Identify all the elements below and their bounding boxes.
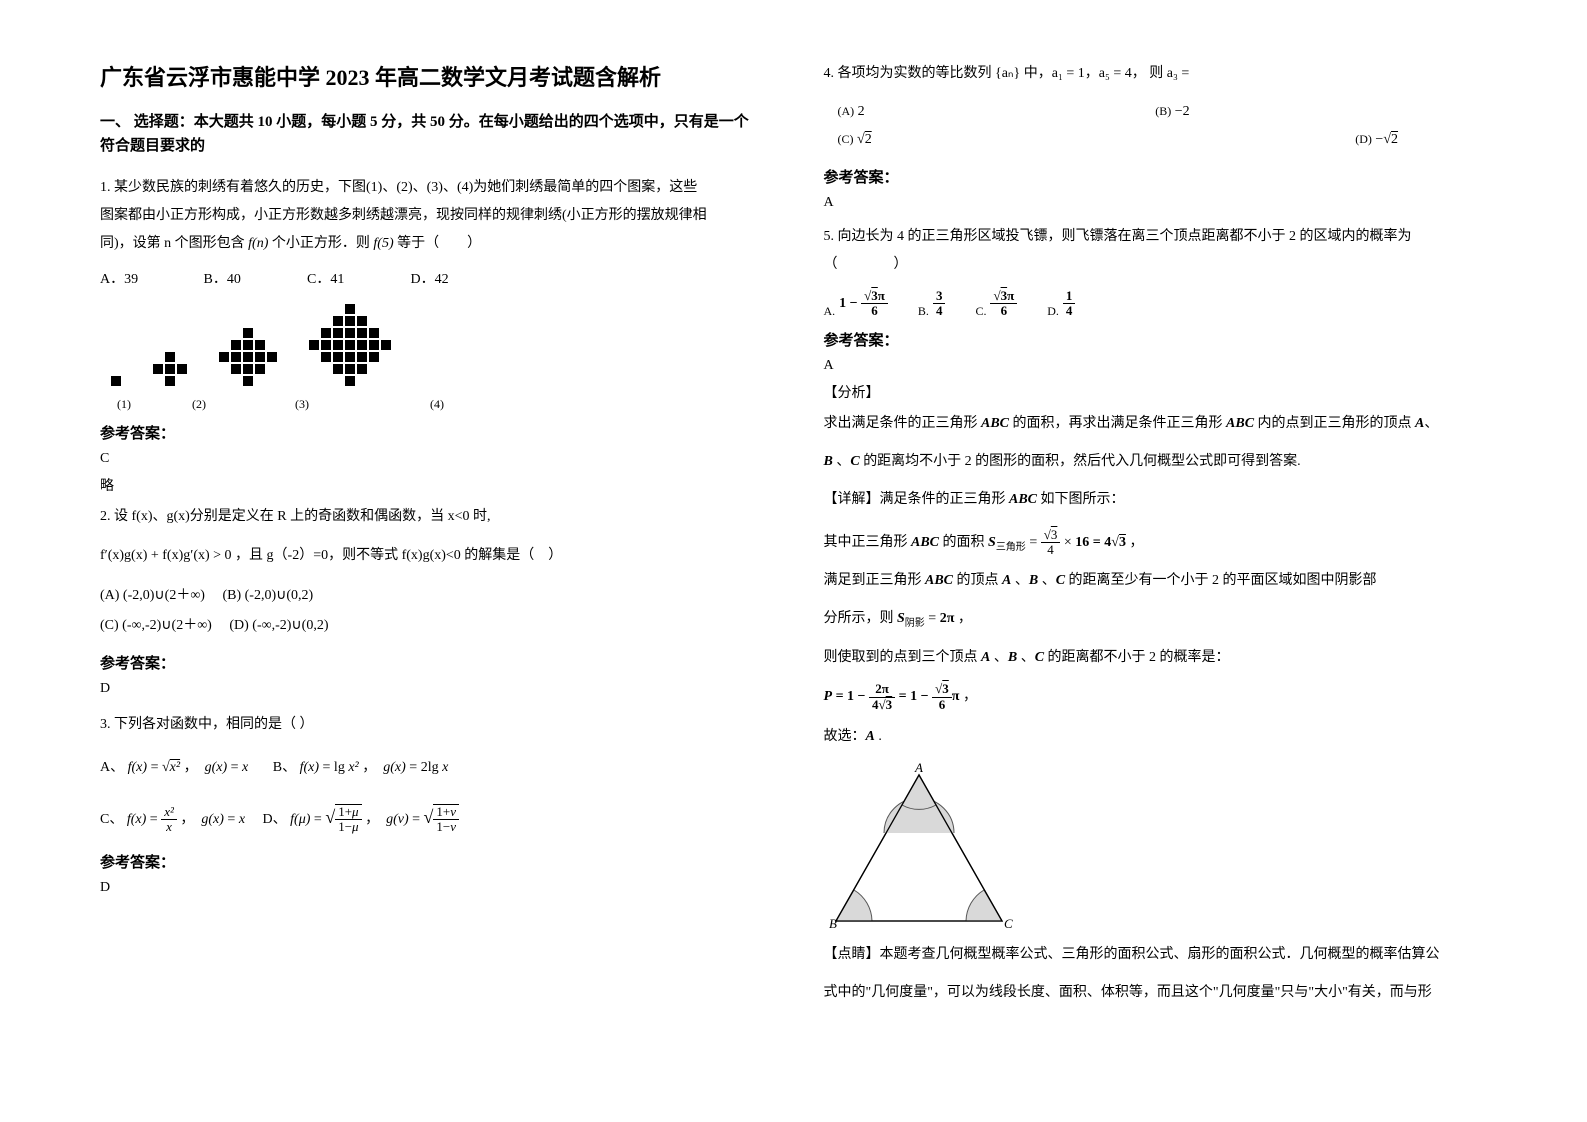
q5-sector: 分所示，则 S阴影 = 2π ， [824,605,1488,634]
q4-opt-c: (C) √2 [824,126,1156,154]
q2-opt-a: (A) (-2,0)∪(2＋∞) [100,588,205,603]
pattern-label-3: (3) [267,397,337,412]
q5-answer: A [824,358,1488,374]
q2-opt-b: (B) (-2,0)∪(0,2) [222,588,313,603]
svg-text:A: A [914,763,923,775]
q1-answer: C [100,451,764,467]
question-4: 4. 各项均为实数的等比数列 {aₙ} 中，a₁ = 1，a₅ = 4， 则 a… [824,60,1488,88]
q5-detail-header: 【详解】满足条件的正三角形 ABC 如下图所示： [824,486,1488,514]
pattern-label-1: (1) [110,397,138,412]
q5-options: A. 1 − √3π6 B. 34 C. √3π6 D. 14 [824,289,1488,319]
q2-opt-c: (C) (-∞,-2)∪(2＋∞) [100,618,212,633]
question-3: 3. 下列各对函数中，相同的是（ ） [100,711,764,739]
q5-area: 其中正三角形 ABC 的面积 S三角形 = √34 × 16 = 4√3 ， [824,528,1488,558]
pattern-3 [218,327,278,391]
q1-opt-a: A．39 [100,268,200,288]
q5-opt-d: D. 14 [1047,289,1075,319]
q1-opt-d: D．42 [411,268,449,288]
question-2: 2. 设 f(x)、g(x)分别是定义在 R 上的奇函数和偶函数，当 x<0 时… [100,503,764,531]
q2-options-row1: (A) (-2,0)∪(2＋∞) (B) (-2,0)∪(0,2) [100,584,764,604]
q5-analysis-l2: B 、C 的距离均不小于 2 的图形的面积，然后代入几何概型公式即可得到答案. [824,448,1488,476]
pattern-label-4: (4) [392,397,482,412]
q2-opt-d: (D) (-∞,-2)∪(0,2) [229,618,328,633]
q2-answer: D [100,681,764,697]
q1-line3: 同)，设第 n 个图形包含 f(n) 个小正方形．则 f(5) 等于（ ） [100,230,764,258]
q4-opt-b: (B) −2 [1155,98,1487,126]
q5-analysis-header: 【分析】 [824,382,1488,402]
q5-opt-c: C. √3π6 [975,289,1017,319]
question-1: 1. 某少数民族的刺绣有着悠久的历史，下图(1)、(2)、(3)、(4)为她们刺… [100,174,764,258]
q5-dianjing-l2: 式中的"几何度量"，可以为线段长度、面积、体积等，而且这个"几何度量"只与"大小… [824,979,1488,1007]
q4-answer: A [824,195,1488,211]
q4-options: (A) 2 (B) −2 (C) √2 (D) −√2 [824,98,1488,154]
pattern-2 [152,351,188,391]
q1-line2: 图案都由小正方形构成，小正方形数越多刺绣越漂亮，现按同样的规律刺绣(小正方形的摆… [100,202,764,230]
pattern-1 [110,373,122,391]
q5-prob-text: 则使取到的点到三个顶点 A 、B 、C 的距离都不小于 2 的概率是： [824,644,1488,672]
q1-note: 略 [100,475,764,495]
q4-opt-a: (A) 2 [824,98,1156,126]
question-5: 5. 向边长为 4 的正三角形区域投飞镖，则飞镖落在离三个顶点距离都不小于 2 … [824,223,1488,279]
q3-answer-label: 参考答案： [100,851,764,872]
q3-answer: D [100,880,764,896]
pattern-label-2: (2) [176,397,222,412]
q2-options-row2: (C) (-∞,-2)∪(2＋∞) (D) (-∞,-2)∪(0,2) [100,614,764,634]
triangle-diagram: A B C [824,763,1488,933]
svg-text:C: C [1004,916,1013,931]
q2-answer-label: 参考答案： [100,652,764,673]
pattern-labels: (1) (2) (3) (4) [110,397,764,412]
q5-dianjing-l1: 【点睛】本题考查几何概型概率公式、三角形的面积公式、扇形的面积公式．几何概型的概… [824,941,1488,969]
q1-options: A．39 B．40 C．41 D．42 [100,268,764,288]
pattern-4 [308,303,392,391]
q1-answer-label: 参考答案： [100,422,764,443]
svg-text:B: B [829,916,837,931]
page-title: 广东省云浮市惠能中学 2023 年高二数学文月考试题含解析 [100,60,764,92]
q5-conclude: 故选：A . [824,723,1488,751]
q5-opt-b: B. 34 [918,289,946,319]
q2-formula: f′(x)g(x) + f(x)g′(x) > 0 ，且 g（-2）=0，则不等… [100,541,764,572]
q1-opt-b: B．40 [204,268,304,288]
q5-analysis-l1: 求出满足条件的正三角形 ABC 的面积，再求出满足条件正三角形 ABC 内的点到… [824,410,1488,438]
embroidery-patterns [110,303,764,391]
q4-answer-label: 参考答案： [824,166,1488,187]
section-header: 一、 选择题：本大题共 10 小题，每小题 5 分，共 50 分。在每小题给出的… [100,110,764,158]
q5-opt-a: A. 1 − √3π6 [824,289,888,319]
q1-line1: 1. 某少数民族的刺绣有着悠久的历史，下图(1)、(2)、(3)、(4)为她们刺… [100,174,764,202]
q3-opts-row1: A、 f(x) = √x² ， g(x) = x B、 f(x) = lg x²… [100,753,764,784]
q4-opt-d: (D) −√2 [1155,126,1487,154]
q1-opt-c: C．41 [307,268,407,288]
q5-prob-formula: P = 1 − 2π4√3 = 1 − √36π ， [824,682,1488,713]
q5-answer-label: 参考答案： [824,329,1488,350]
q3-opts-row2: C、 f(x) = x²x ， g(x) = x D、 f(μ) = √1+μ1… [100,798,764,838]
q5-satisfy: 满足到正三角形 ABC 的顶点 A 、B 、C 的距离至少有一个小于 2 的平面… [824,567,1488,595]
